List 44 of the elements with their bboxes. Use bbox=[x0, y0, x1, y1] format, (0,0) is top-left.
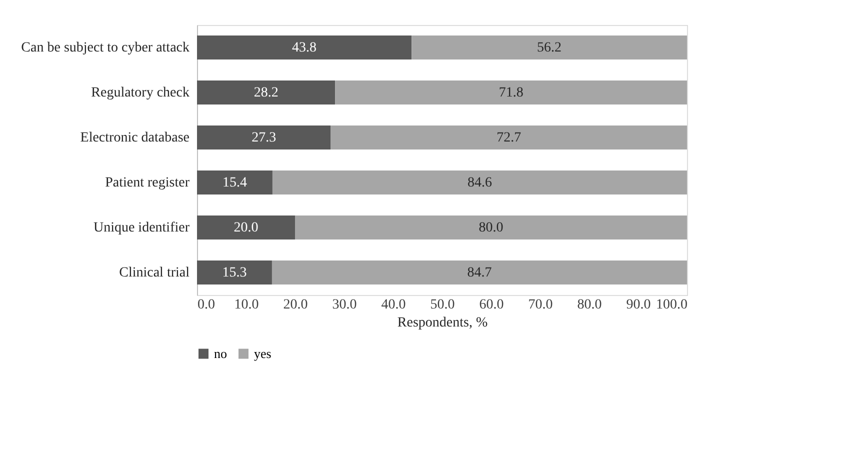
x-tick-label: 20.0 bbox=[283, 298, 308, 312]
data-label: 27.3 bbox=[252, 130, 276, 146]
x-tick-label: 30.0 bbox=[332, 298, 357, 312]
x-tick-label: 0.0 bbox=[198, 298, 215, 312]
y-tick-label: Clinical trial bbox=[119, 266, 190, 280]
y-tick-label: Can be subject to cyber attack bbox=[21, 40, 190, 56]
y-tick-label: Unique identifier bbox=[93, 220, 190, 236]
data-label: 80.0 bbox=[478, 220, 504, 236]
bar bbox=[330, 126, 687, 150]
bar bbox=[335, 80, 687, 104]
bar bbox=[197, 260, 272, 284]
x-tick-label: 10.0 bbox=[234, 298, 259, 312]
bar bbox=[272, 170, 687, 194]
data-label: 72.7 bbox=[496, 130, 522, 146]
x-tick-label: 50.0 bbox=[430, 298, 455, 312]
data-label: 15.4 bbox=[222, 176, 247, 190]
x-tick-label: 60.0 bbox=[479, 298, 504, 312]
bar bbox=[295, 216, 687, 240]
bar bbox=[197, 170, 272, 194]
y-tick-label: Regulatory check bbox=[91, 86, 190, 100]
bar bbox=[272, 260, 687, 284]
legend-label: no bbox=[214, 346, 227, 361]
data-label: 15.3 bbox=[222, 266, 247, 280]
x-tick-label: 90.0 bbox=[626, 298, 651, 312]
x-tick-label: 70.0 bbox=[528, 298, 553, 312]
data-label: 20.0 bbox=[234, 220, 258, 236]
data-label: 84.6 bbox=[467, 176, 492, 190]
bar bbox=[197, 216, 295, 240]
bar bbox=[197, 80, 336, 104]
y-tick-label: Electronic database bbox=[80, 130, 190, 146]
data-label: 84.7 bbox=[467, 266, 492, 280]
bar bbox=[197, 36, 412, 60]
data-label: 71.8 bbox=[498, 86, 524, 100]
bar bbox=[197, 126, 331, 150]
x-tick-label: 100.0 bbox=[656, 298, 688, 312]
data-label: 43.8 bbox=[292, 40, 317, 56]
y-tick-label: Patient register bbox=[105, 176, 190, 190]
bar bbox=[412, 36, 687, 60]
x-tick-label: 80.0 bbox=[577, 298, 602, 312]
data-label: 56.2 bbox=[537, 40, 562, 56]
legend-label: yes bbox=[254, 346, 272, 361]
x-axis-title: Respondents, % bbox=[397, 316, 488, 330]
data-label: 28.2 bbox=[254, 86, 278, 100]
x-tick-label: 40.0 bbox=[381, 298, 406, 312]
